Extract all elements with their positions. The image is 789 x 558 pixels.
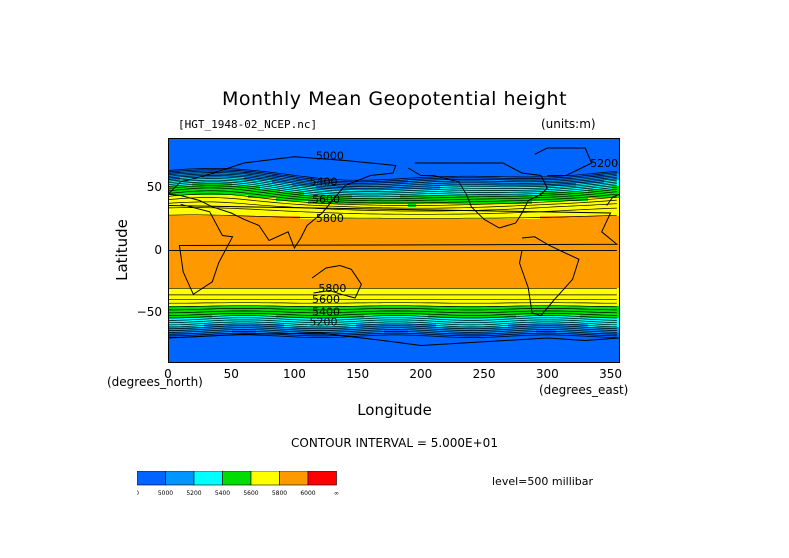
contour-label: 5200 (310, 316, 338, 329)
legend-level-label: 5400 (215, 490, 230, 497)
contour-label: 5600 (312, 293, 340, 306)
legend-level-label: 5200 (186, 490, 201, 497)
longitude-tick: 350 (599, 367, 622, 381)
longitude-tick: 300 (535, 367, 559, 381)
coastline (168, 332, 620, 347)
y-unit-label: (degrees_north) (107, 375, 203, 389)
coastline (311, 264, 362, 299)
contour-interval: CONTOUR INTERVAL = 5.000E+01 (291, 436, 498, 450)
contour-label: 5600 (312, 193, 340, 206)
coastline (518, 236, 580, 317)
longitude-tick: 100 (282, 367, 306, 381)
longitude-tick: 150 (346, 367, 370, 381)
contour-lines (168, 167, 617, 338)
longitude-tick: 0 (164, 367, 172, 381)
y-axis-label: Latitude (113, 219, 131, 281)
latitude-tick: 50 (146, 180, 162, 194)
contour-label: 5800 (316, 212, 344, 225)
x-unit-label: (degrees_east) (539, 383, 629, 397)
coastlines (168, 147, 620, 347)
legend-level-label: 0 (137, 490, 139, 497)
contour-label: 5000 (316, 149, 344, 162)
legend-level-label: 5800 (272, 490, 287, 497)
latitude-tick: −50 (136, 305, 162, 319)
coastline (407, 162, 548, 229)
units-label: (units:m) (541, 117, 596, 131)
map-frame (168, 138, 620, 363)
legend-swatch (165, 471, 195, 486)
contour-label: 5400 (312, 306, 340, 319)
latitude-tick: 0 (154, 242, 162, 257)
coastline (168, 156, 397, 250)
map-title: Monthly Mean Geopotential height (221, 88, 568, 110)
longitude-tick: 250 (472, 367, 496, 381)
longitude-tick: 50 (223, 367, 239, 381)
legend-swatch (137, 471, 166, 486)
legend-level-label: ∞ (334, 490, 339, 497)
contour-label: 5200 (590, 157, 618, 170)
coastline (168, 203, 619, 296)
longitude-tick: 200 (409, 367, 433, 381)
legend-swatch (250, 471, 280, 486)
contour-label: 5800 (318, 282, 346, 295)
x-axis-label: Longitude (357, 401, 432, 419)
legend-level-label: 6000 (300, 490, 315, 497)
level-label: level=500 millibar (492, 475, 594, 488)
source-file-label: [HGT_1948-02_NCEP.nc] (178, 118, 318, 131)
legend-swatch (307, 471, 337, 486)
legend-swatch (193, 471, 223, 486)
color-legend: 0 5000 5200 5400 5600 5800 6000 ∞ (137, 471, 339, 497)
coastline (534, 147, 593, 176)
contour-label: 5400 (310, 176, 338, 189)
legend-swatch (222, 471, 252, 486)
legend-level-label: 5000 (158, 490, 173, 497)
coastline (606, 193, 620, 206)
legend-swatch (279, 471, 309, 486)
legend-level-label: 5600 (243, 490, 258, 497)
